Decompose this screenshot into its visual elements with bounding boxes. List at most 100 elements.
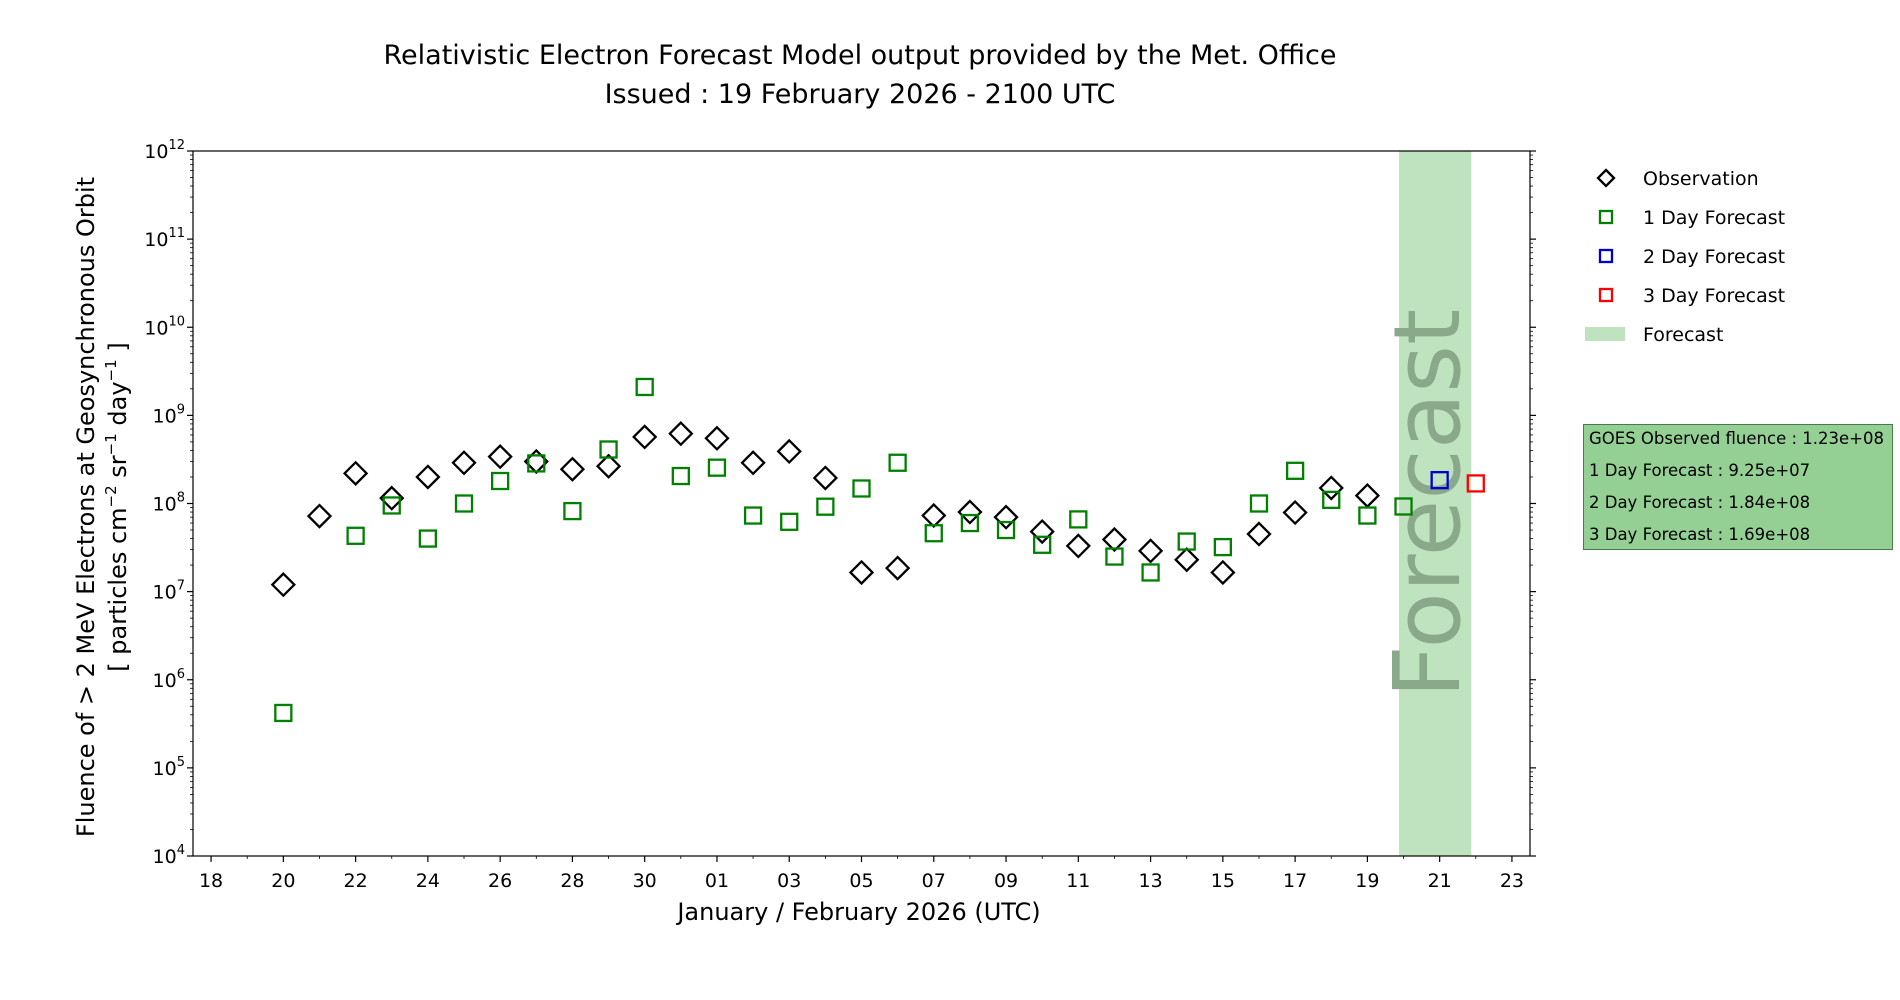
1-day-forecast-point: [599, 440, 618, 459]
observation-point: [451, 450, 477, 476]
observation-point: [993, 504, 1019, 530]
3-day-forecast-point: [1466, 474, 1485, 493]
1-day-forecast-point: [527, 454, 546, 473]
y-unit-part-1: [ particles cm: [104, 507, 132, 671]
1-day-forecast-point: [1177, 532, 1196, 551]
x-tick-label: 24: [416, 870, 440, 892]
observation-point: [1101, 526, 1128, 553]
x-tick-label: 28: [560, 870, 584, 892]
1-day-forecast-point: [454, 494, 474, 513]
legend-swatch-forecast: [1585, 327, 1625, 341]
plot-frame: [192, 150, 1531, 857]
x-tick-label: 30: [633, 870, 657, 892]
observation-point: [1174, 547, 1200, 573]
y-unit-part-3: day: [104, 381, 132, 433]
x-axis-label: January / February 2026 (UTC): [675, 898, 1040, 926]
y-tick-label: 1011: [144, 226, 185, 251]
x-tick-label: 13: [1138, 870, 1162, 892]
1-day-forecast-point: [382, 496, 401, 515]
x-tick-label: 22: [344, 870, 368, 892]
1-day-forecast-point: [1285, 461, 1305, 480]
x-tick-label: 23: [1500, 870, 1524, 892]
y-tick-label: 104: [153, 843, 185, 868]
info-goes-observed: GOES Observed fluence : 1.23e+08: [1589, 429, 1884, 448]
1-day-forecast-point: [346, 526, 365, 545]
y-unit-part-4: ]: [104, 342, 132, 359]
forecast-region-label: Forecast: [1374, 309, 1481, 698]
x-tick-label: 15: [1211, 870, 1235, 892]
observation-point: [270, 572, 296, 598]
1-day-forecast-point: [563, 501, 582, 521]
1-day-forecast-point: [707, 458, 727, 477]
x-tick-label: 11: [1066, 870, 1090, 892]
observation-point: [1318, 475, 1344, 501]
1-day-forecast-point: [780, 512, 799, 531]
1-day-forecast-point: [888, 453, 907, 472]
x-tick-label: 18: [199, 870, 223, 892]
info-3-day-forecast: 3 Day Forecast : 1.69e+08: [1589, 525, 1811, 544]
x-tick-label: 05: [849, 870, 873, 892]
y-unit-sup-1: −2: [102, 485, 120, 507]
observation-point: [921, 502, 947, 529]
1-day-forecast-point: [1358, 506, 1377, 525]
observation-point: [1210, 559, 1236, 586]
legend-label-1-day-forecast: 1 Day Forecast: [1643, 207, 1785, 229]
legend-swatch-3-day-forecast: [1598, 287, 1614, 303]
legend-swatch-observation: [1596, 168, 1616, 188]
observation-point: [559, 456, 586, 482]
info-1-day-forecast: 1 Day Forecast : 9.25e+07: [1589, 461, 1811, 480]
2-day-forecast-point: [1430, 471, 1449, 490]
1-day-forecast-point: [852, 479, 871, 498]
y-tick-label: 106: [153, 667, 185, 692]
y-unit-sup-2: −1: [102, 433, 120, 455]
1-day-forecast-point: [1033, 535, 1052, 554]
x-tick-label: 19: [1355, 870, 1379, 892]
1-day-forecast-point: [274, 703, 293, 723]
observation-point: [1246, 521, 1272, 547]
x-tick-label: 01: [705, 870, 729, 892]
observation-point: [704, 425, 730, 451]
observation-point: [668, 421, 694, 447]
observation-point: [595, 453, 622, 479]
chart-subtitle: Issued : 19 February 2026 - 2100 UTC: [605, 79, 1116, 110]
x-tick-label: 09: [994, 870, 1018, 892]
observation-point: [487, 444, 513, 470]
observation-point: [885, 555, 911, 581]
x-tick-label: 21: [1428, 870, 1452, 892]
1-day-forecast-point: [671, 466, 690, 486]
legend: Observation 1 Day Forecast 2 Day Forecast 3…: [1585, 168, 1785, 346]
1-day-forecast-point: [960, 513, 980, 533]
observation-point: [812, 465, 838, 491]
legend-label-2-day-forecast: 2 Day Forecast: [1643, 246, 1785, 268]
y-tick-label: 109: [153, 402, 185, 427]
observation-point: [1137, 538, 1164, 564]
observation-point: [306, 503, 333, 529]
observation-point: [415, 464, 441, 490]
1-day-forecast-point: [1394, 497, 1413, 516]
forecast-info-box: GOES Observed fluence : 1.23e+08 1 Day F…: [1583, 424, 1893, 550]
y-axis-unit-label: [ particles cm−2 sr−1 day−1 ]: [102, 342, 132, 671]
y-tick-label: 1012: [144, 138, 185, 163]
1-day-forecast-point: [418, 529, 438, 548]
1-day-forecast-point: [490, 471, 510, 491]
1-day-forecast-point: [816, 497, 835, 516]
legend-swatch-2-day-forecast: [1598, 248, 1614, 264]
x-tick-label: 26: [488, 870, 512, 892]
1-day-forecast-point: [924, 524, 943, 543]
observation-point: [1029, 518, 1055, 545]
observation-point: [342, 460, 369, 486]
x-tick-label: 07: [922, 870, 946, 892]
1-day-forecast-point: [996, 520, 1016, 540]
observation-point: [740, 450, 766, 476]
observation-point: [1282, 499, 1308, 526]
1-day-forecast-point: [743, 506, 763, 525]
y-tick-label: 107: [153, 579, 185, 604]
y-unit-sup-3: −1: [102, 359, 120, 381]
legend-label-3-day-forecast: 3 Day Forecast: [1643, 285, 1785, 307]
legend-swatch-1-day-forecast: [1598, 209, 1614, 225]
observation-point: [1065, 533, 1091, 559]
observation-point: [379, 485, 405, 511]
x-tick-label: 03: [777, 870, 801, 892]
y-unit-part-2: sr: [104, 455, 132, 485]
